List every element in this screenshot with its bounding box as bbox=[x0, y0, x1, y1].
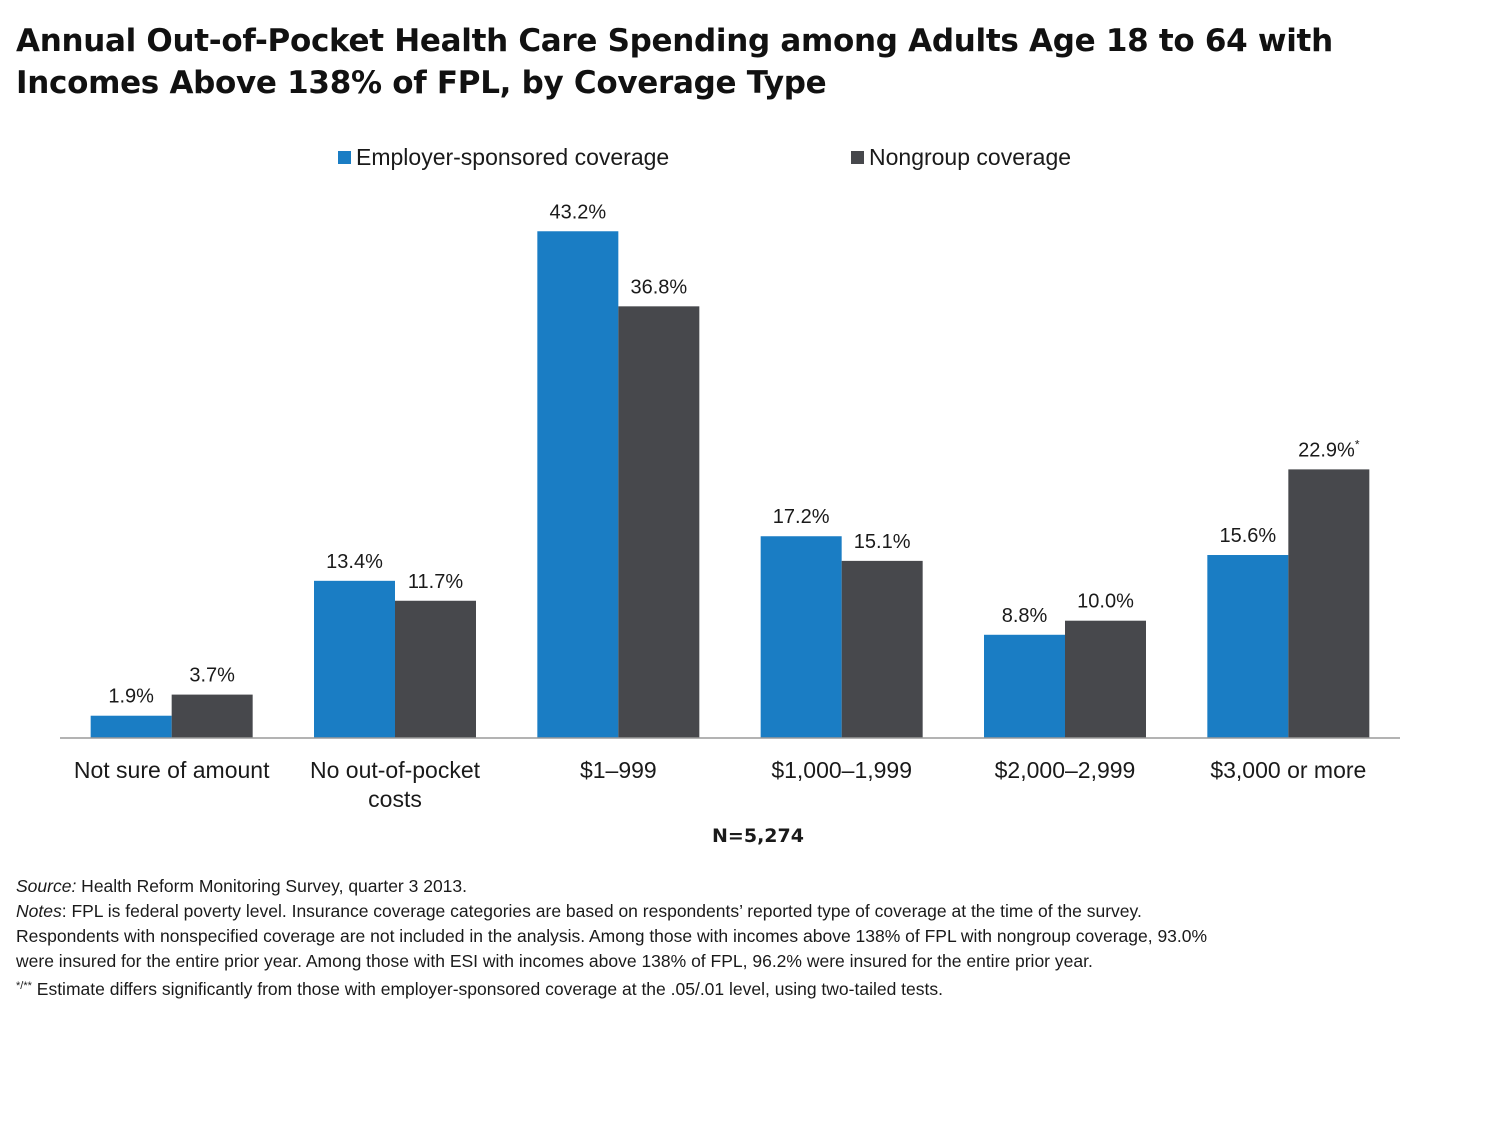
data-label-nongroup-1: 11.7% bbox=[408, 571, 463, 593]
bar-employer-2 bbox=[537, 231, 619, 739]
data-label-employer-0: 1.9% bbox=[108, 686, 154, 708]
category-label-2: $1–999 bbox=[580, 757, 657, 783]
footnotes: Source: Health Reform Monitoring Survey,… bbox=[16, 874, 1491, 1002]
significance-note: */** Estimate differs significantly from… bbox=[16, 974, 1491, 1002]
legend-item-employer: Employer-sponsored coverage bbox=[338, 144, 669, 171]
category-label-4: $2,000–2,999 bbox=[995, 757, 1136, 783]
category-label-3: $1,000–1,999 bbox=[771, 757, 912, 783]
bar-chart: 1.9% 3.7% Not sure of amount 13.4% 11.7% No o… bbox=[60, 201, 1400, 812]
bar-employer-1 bbox=[314, 580, 395, 738]
category-label-1: No out-of-pocket costs bbox=[310, 757, 481, 812]
legend-label-employer: Employer-sponsored coverage bbox=[356, 144, 670, 170]
notes-label: Notes bbox=[16, 901, 62, 921]
data-label-employer-3: 17.2% bbox=[773, 506, 830, 528]
data-label-nongroup-5: 22.9%* bbox=[1298, 437, 1360, 461]
legend-label-nongroup: Nongroup coverage bbox=[869, 144, 1072, 170]
bar-nongroup-5 bbox=[1288, 469, 1370, 738]
bar-employer-0 bbox=[90, 715, 172, 738]
data-label-employer-1: 13.4% bbox=[326, 551, 383, 573]
legend-item-nongroup: Nongroup coverage bbox=[851, 144, 1071, 171]
data-label-employer-4: 8.8% bbox=[1002, 605, 1048, 627]
significance-marker: */** bbox=[16, 980, 32, 992]
bar-employer-3 bbox=[760, 536, 842, 738]
bar-nongroup-1 bbox=[395, 600, 476, 738]
bar-nongroup-3 bbox=[841, 560, 923, 738]
source-note: Source: Health Reform Monitoring Survey,… bbox=[16, 874, 1491, 899]
chart-legend: Employer-sponsored coverage Nongroup cov… bbox=[0, 144, 1501, 174]
data-label-employer-2: 43.2% bbox=[549, 201, 606, 223]
data-label-nongroup-3: 15.1% bbox=[854, 531, 911, 553]
data-label-employer-5: 15.6% bbox=[1219, 525, 1276, 547]
chart-title-line-2: Incomes Above 138% of FPL, by Coverage T… bbox=[16, 65, 827, 101]
source-label: Source: bbox=[16, 876, 77, 896]
sample-size-label: N=5,274 bbox=[712, 825, 804, 847]
data-label-nongroup-4: 10.0% bbox=[1077, 591, 1134, 613]
notes-line-3: were insured for the entire prior year. … bbox=[16, 951, 1093, 971]
bar-employer-5 bbox=[1207, 555, 1289, 738]
chart-title: Annual Out-of-Pocket Health Care Spendin… bbox=[16, 20, 1476, 104]
bar-nongroup-2 bbox=[618, 306, 700, 738]
bar-nongroup-4 bbox=[1065, 620, 1146, 738]
category-label-0: Not sure of amount bbox=[74, 757, 270, 783]
data-label-nongroup-0: 3.7% bbox=[189, 665, 235, 687]
notes-line-1: Notes: FPL is federal poverty level. Ins… bbox=[16, 899, 1491, 924]
legend-swatch-employer bbox=[338, 151, 351, 164]
bar-nongroup-0 bbox=[171, 694, 253, 738]
notes-text-1: : FPL is federal poverty level. Insuranc… bbox=[61, 901, 1142, 921]
chart-title-line-1: Annual Out-of-Pocket Health Care Spendin… bbox=[16, 23, 1333, 59]
data-label-nongroup-2: 36.8% bbox=[630, 276, 687, 298]
notes-line-2: Respondents with nonspecified coverage a… bbox=[16, 926, 1208, 946]
category-label-5: $3,000 or more bbox=[1210, 757, 1366, 783]
source-text: Health Reform Monitoring Survey, quarter… bbox=[76, 876, 468, 896]
legend-swatch-nongroup bbox=[851, 151, 864, 164]
bar-employer-4 bbox=[984, 634, 1065, 738]
significance-text: Estimate differs significantly from thos… bbox=[31, 979, 943, 999]
